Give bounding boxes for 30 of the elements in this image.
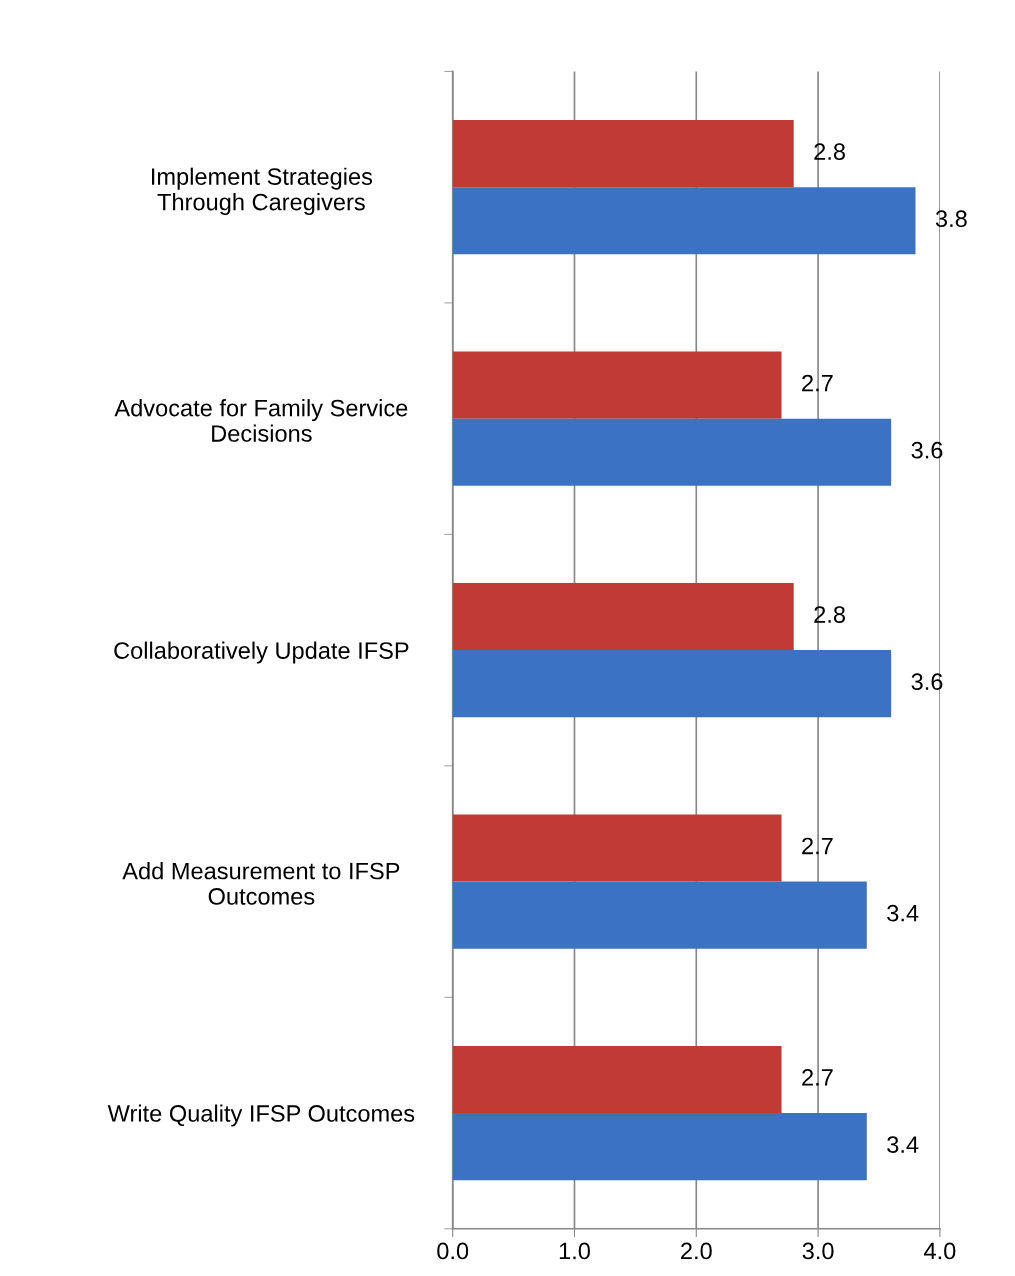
data-label: 2.7 — [802, 837, 833, 855]
y-tick-label: Implement Strategies Through Caregivers — [152, 167, 373, 216]
bar — [452, 881, 867, 949]
data-label: 3.8 — [935, 210, 967, 228]
data-label: 3.4 — [887, 1136, 919, 1153]
data-label: 3.6 — [911, 441, 943, 459]
data-label: 3.6 — [911, 673, 943, 691]
bar — [452, 1045, 782, 1114]
bar — [452, 583, 794, 651]
data-label: 2.8 — [814, 143, 845, 160]
x-tick-label: 0.0 — [437, 1242, 469, 1260]
data-label: 2.7 — [802, 1069, 833, 1086]
bar — [452, 650, 892, 718]
y-tick-label: Advocate for Family Service Decisions — [114, 399, 408, 442]
x-tick-label: 2.0 — [681, 1242, 712, 1260]
data-label: 3.4 — [887, 904, 919, 922]
data-label: 2.8 — [814, 606, 845, 623]
bar — [452, 418, 892, 486]
bar — [452, 120, 794, 188]
x-tick-label: 1.0 — [559, 1242, 590, 1260]
x-tick-label: 4.0 — [924, 1242, 956, 1260]
bar — [452, 1113, 867, 1181]
bar — [452, 351, 782, 419]
y-tick-label: Add Measurement to IFSP Outcomes — [122, 862, 400, 905]
x-tick-label: 3.0 — [802, 1242, 834, 1260]
bar — [452, 814, 782, 882]
bar — [452, 187, 916, 255]
y-tick-label: Write Quality IFSP Outcomes — [107, 1104, 415, 1127]
y-tick-label: Collaboratively Update IFSP — [114, 641, 409, 664]
data-label: 2.7 — [802, 374, 833, 392]
